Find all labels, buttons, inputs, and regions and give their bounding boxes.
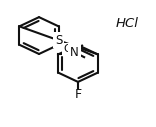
Text: N: N — [70, 46, 79, 59]
Text: F: F — [74, 88, 82, 101]
Text: S: S — [55, 34, 62, 47]
Text: HCl: HCl — [116, 17, 139, 30]
Text: O: O — [64, 44, 72, 54]
